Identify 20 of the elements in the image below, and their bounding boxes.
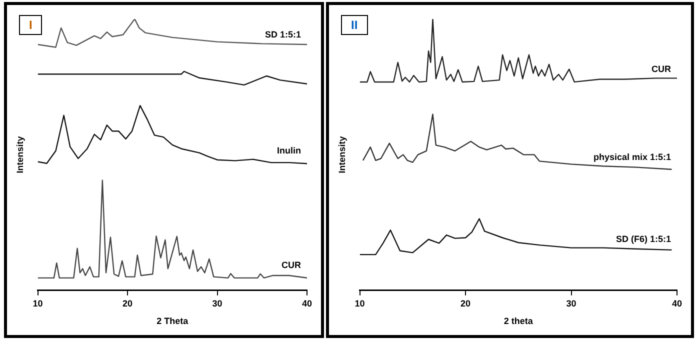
x-tick-label: 30	[212, 298, 222, 308]
y-axis-title: Intensity	[336, 136, 347, 174]
x-axis-title: 2 theta	[504, 316, 534, 326]
x-tick-label: 30	[566, 298, 576, 308]
series-label: SD 1:5:1	[264, 30, 301, 40]
x-tick-label: 20	[122, 298, 133, 308]
series-label: CUR	[652, 64, 672, 74]
x-tick-label: 40	[302, 298, 312, 308]
x-tick-label: 40	[672, 298, 682, 308]
x-axis-title: 2 Theta	[156, 316, 190, 326]
series-label: CUR	[282, 260, 302, 270]
x-tick-label: 10	[354, 298, 365, 308]
series-label: physical mix 1:5:1	[593, 152, 671, 162]
x-tick-label: 10	[32, 298, 43, 308]
x-tick-label: 20	[460, 298, 471, 308]
text: II	[341, 15, 368, 35]
series-label: Inulin	[277, 145, 301, 156]
series-label: SD (F6) 1:5:1	[616, 234, 671, 244]
y-axis-title: Intensity	[14, 136, 25, 174]
text: I	[19, 15, 42, 35]
